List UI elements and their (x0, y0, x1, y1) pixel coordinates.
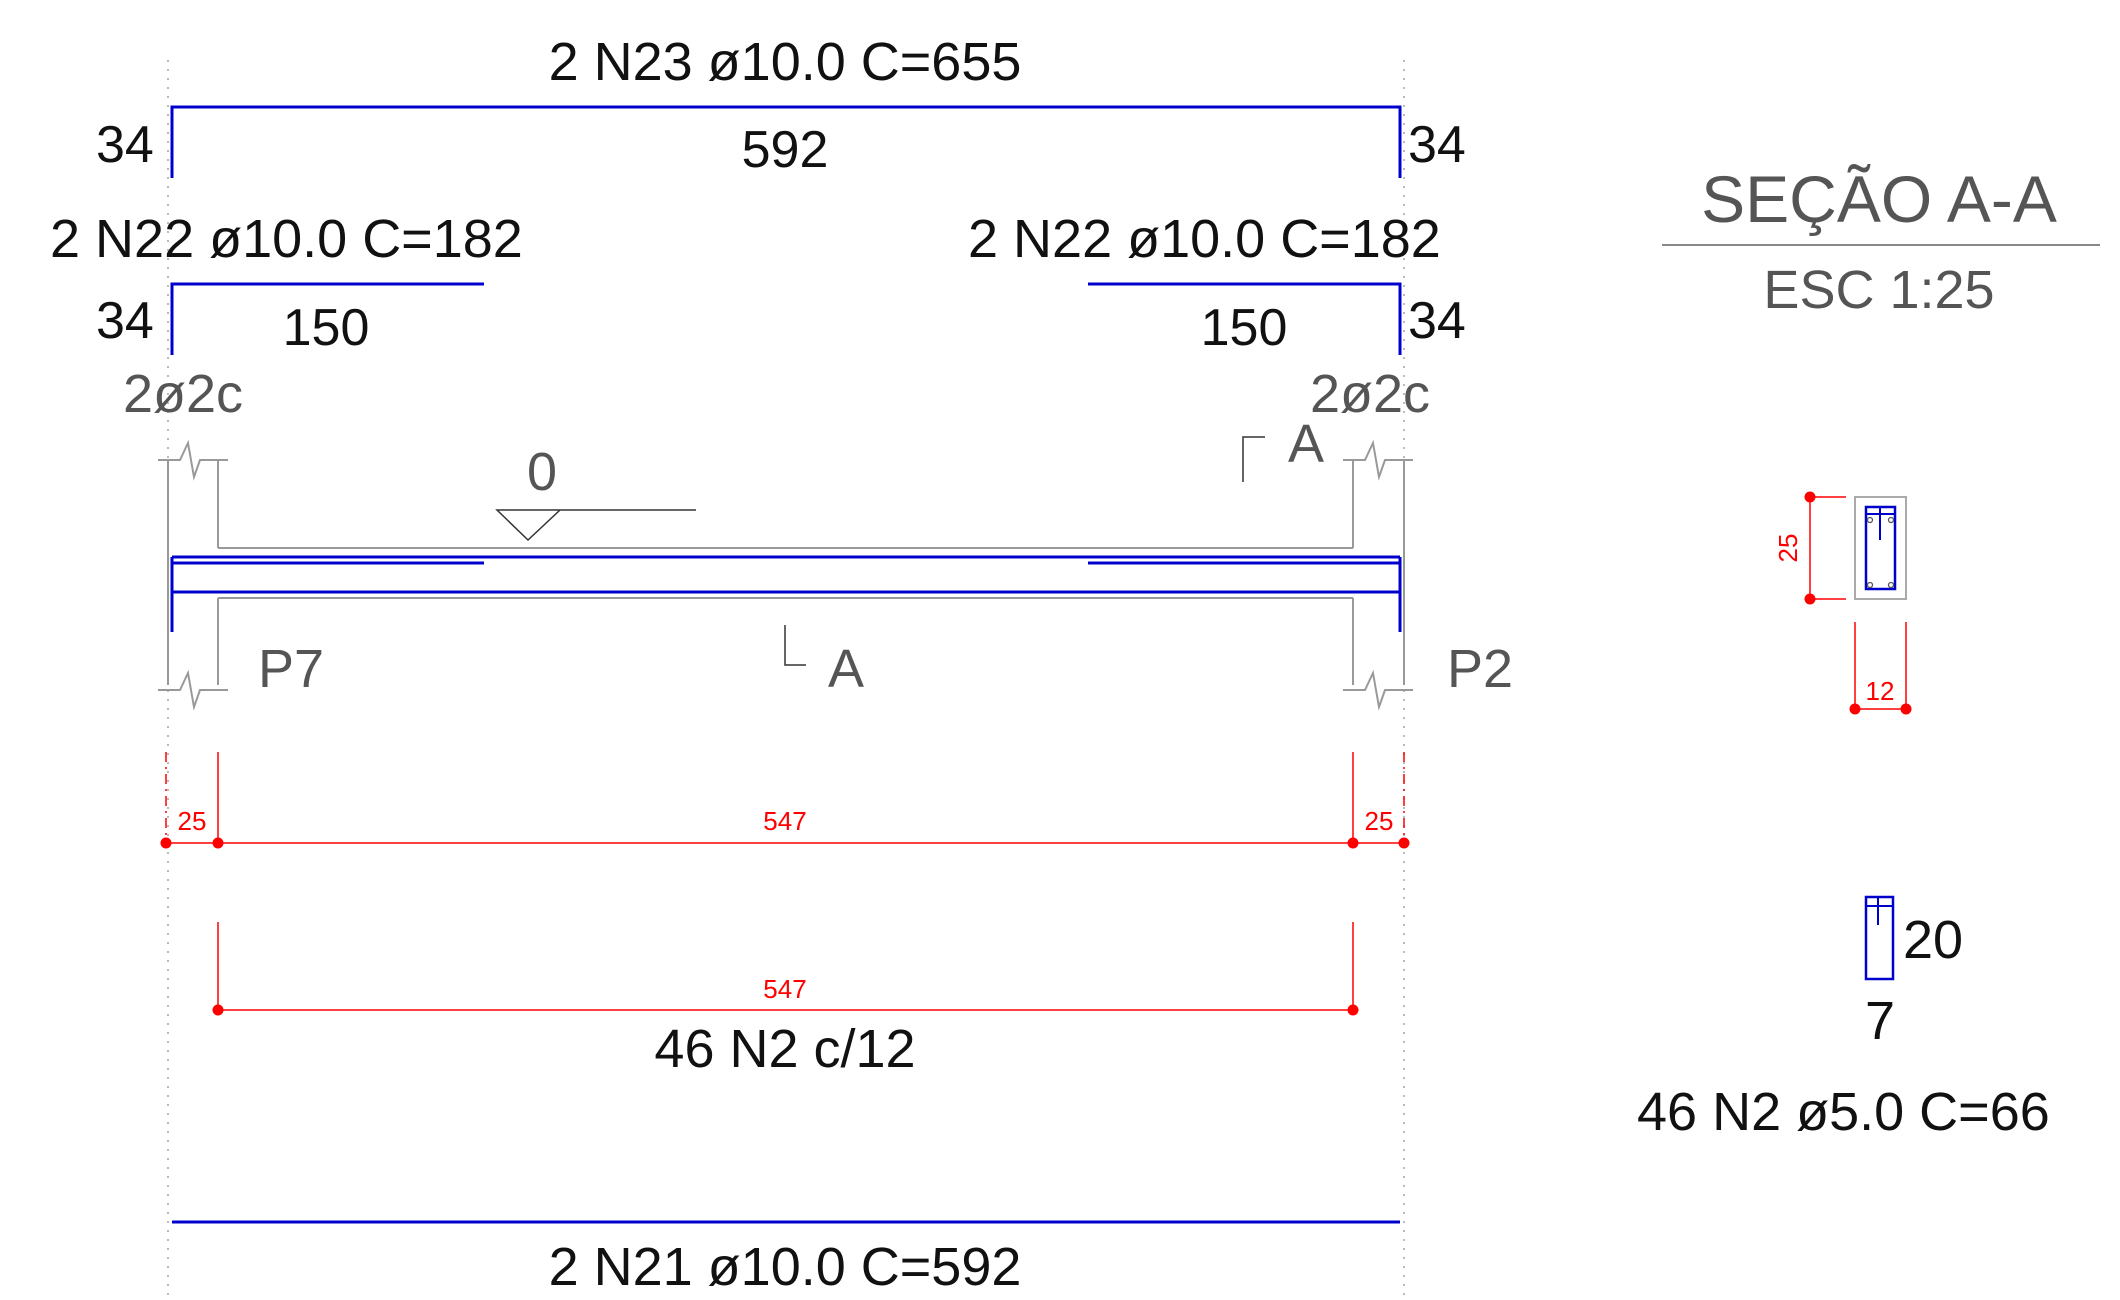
support-right-width: 25 (1365, 806, 1394, 836)
support-right-bars: 2ø2c (1310, 364, 1430, 424)
concrete-outline (158, 439, 1413, 711)
level-marker-icon (495, 509, 696, 542)
section-cut-top-icon (1242, 436, 1265, 482)
n22-left-bar (170, 282, 484, 355)
n22-right-bar (1088, 282, 1402, 355)
stirrup-label: 46 N2 ø5.0 C=66 (1637, 1082, 2050, 1142)
clear-span: 547 (763, 806, 806, 836)
n23-hook-right: 34 (1408, 116, 1466, 174)
stirrup-zone-dimension (212, 922, 1359, 1016)
pillar-right-label: P2 (1447, 639, 1513, 699)
n21-label: 2 N21 ø10.0 C=592 (549, 1237, 1022, 1297)
span-dimension (160, 752, 1410, 849)
n22-right-hook: 34 (1408, 292, 1466, 350)
section-cut-bottom-label: A (828, 639, 864, 699)
section-width: 12 (1866, 676, 1895, 706)
n22-left-label: 2 N22 ø10.0 C=182 (50, 209, 523, 269)
stirrup-shape-icon (1864, 895, 1895, 981)
section-height: 25 (1773, 534, 1803, 563)
stirrup-spacing-label: 46 N2 c/12 (654, 1019, 915, 1079)
level-value: 0 (527, 442, 557, 502)
n22-right-label: 2 N22 ø10.0 C=182 (968, 209, 1441, 269)
n22-left-length: 150 (283, 299, 370, 357)
pillar-left-label: P7 (258, 639, 324, 699)
section-cut-top-label: A (1288, 414, 1324, 474)
stirrup-zone-length: 547 (763, 974, 806, 1004)
n23-label: 2 N23 ø10.0 C=655 (549, 32, 1022, 92)
section-height-dimension (1804, 491, 1846, 605)
n23-length: 592 (742, 121, 829, 179)
elevation-rebar (170, 555, 1402, 632)
n22-left-hook: 34 (96, 292, 154, 350)
stirrup-height: 20 (1903, 910, 1963, 970)
n22-right-length: 150 (1201, 299, 1288, 357)
section-width-dimension (1849, 622, 1912, 715)
support-left-bars: 2ø2c (123, 364, 243, 424)
stirrup-width: 7 (1865, 991, 1895, 1051)
n23-hook-left: 34 (96, 116, 154, 174)
cross-section-drawing (1854, 496, 1907, 600)
support-left-width: 25 (178, 806, 207, 836)
section-scale: ESC 1:25 (1763, 260, 1994, 320)
section-title: SEÇÃO A-A (1701, 162, 2057, 236)
section-cut-bottom-icon (784, 625, 806, 666)
n23-bar (170, 105, 1402, 178)
